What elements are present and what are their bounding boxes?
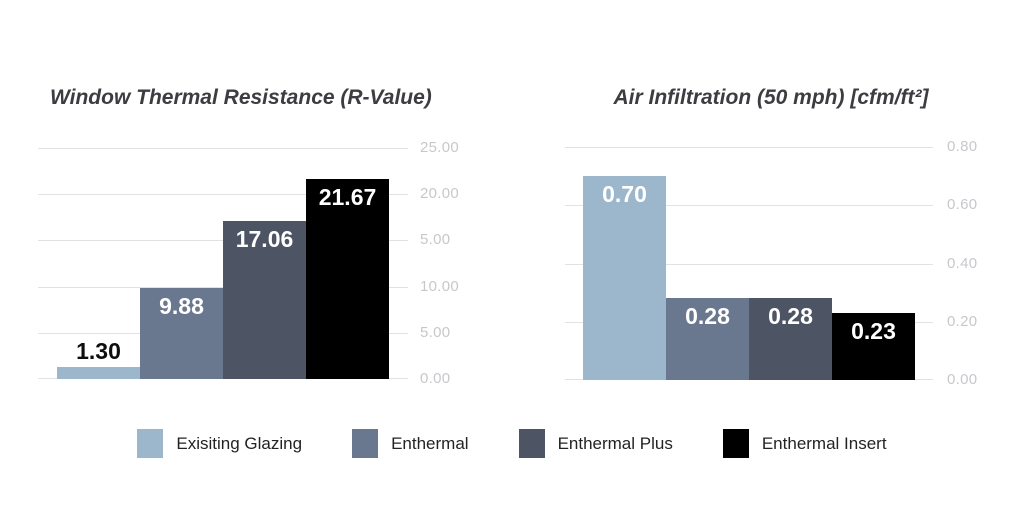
bar-exisiting-glazing: 1.30: [57, 338, 140, 379]
legend-item-label: Enthermal Insert: [761, 434, 887, 453]
bar-value-label: 0.28: [685, 303, 730, 330]
plot-area-air-infiltration: 0.80 0.60 0.40 0.20 0.00 0.70 0.28 0.28 0.23: [565, 138, 977, 388]
legend-item-enthermal: Enthermal: [352, 429, 469, 458]
bar-value-label: 0.70: [602, 181, 647, 208]
y-axis-tick-label: 0.00: [947, 371, 978, 388]
y-axis-tick-label: 5.00: [420, 323, 451, 341]
bar-enthermal-plus: 0.28: [749, 298, 832, 380]
y-axis-tick-label: 0.00: [420, 370, 451, 387]
y-axis-tick-label: 0.80: [947, 138, 978, 155]
legend-item-enthermal-plus: Enthermal Plus: [518, 429, 673, 458]
legend-item-label: Enthermal: [391, 434, 469, 453]
legend-swatch: [722, 429, 749, 458]
gridline: [565, 205, 933, 207]
plot-area-thermal-resistance: 25.00 20.00 5.00 10.00 5.00 0.00 1.30 9.88 17.06…: [38, 139, 459, 387]
chart-title-air-infiltration: Air Infiltration (50 mph) [cfm/ft²]: [613, 86, 929, 109]
legend-item-label: Exisiting Glazing: [176, 434, 303, 453]
bar-value-label: 0.23: [851, 318, 896, 345]
gridline: [565, 147, 933, 148]
bar-exisiting-glazing: 0.70: [583, 176, 666, 380]
bar-enthermal-insert: 0.23: [832, 313, 915, 380]
bar-value-label: 21.67: [318, 183, 377, 210]
legend-swatch: [137, 429, 164, 458]
bar-value-label: 1.30: [76, 338, 121, 364]
bar-value-label: 9.88: [159, 292, 204, 319]
bar-enthermal: 0.28: [666, 298, 749, 380]
gridline: [565, 263, 933, 265]
bar-enthermal-plus: 17.06: [223, 221, 306, 379]
legend-item-label: Enthermal Plus: [557, 434, 673, 453]
y-axis-tick-label: 25.00: [420, 139, 460, 156]
gridline: [38, 194, 408, 196]
legend-item-enthermal-insert: Enthermal Insert: [722, 429, 887, 458]
legend-item-exisiting-glazing: Exisiting Glazing: [137, 429, 302, 458]
y-axis-tick-label: 20.00: [420, 185, 460, 203]
bar-enthermal: 9.88: [140, 287, 223, 379]
bar-value-label: 0.28: [768, 303, 813, 330]
y-axis-tick-label: 0.60: [947, 196, 978, 214]
bar-enthermal-insert: 21.67: [306, 178, 389, 379]
legend-swatch: [518, 429, 545, 458]
legend-swatch: [352, 429, 379, 458]
y-axis-tick-label: 5.00: [420, 231, 451, 249]
bar-value-label: 17.06: [235, 226, 294, 253]
legend: Exisiting Glazing Enthermal Enthermal Plus…: [0, 429, 1024, 458]
y-axis-tick-label: 0.40: [947, 254, 978, 272]
chart-title-thermal-resistance: Window Thermal Resistance (R-Value): [50, 86, 432, 109]
gridline: [38, 148, 408, 149]
y-axis-tick-label: 10.00: [420, 277, 460, 295]
y-axis-tick-label: 0.20: [947, 312, 978, 330]
